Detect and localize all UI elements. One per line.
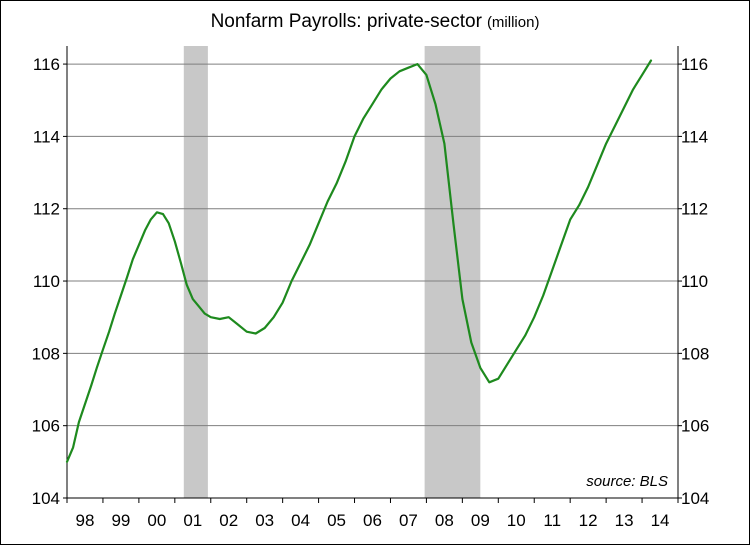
y-tick-right-104: 104	[681, 489, 709, 508]
y-tick-left-114: 114	[33, 127, 60, 146]
x-tick-06: 06	[363, 511, 382, 530]
x-tick-08: 08	[435, 511, 454, 530]
x-tick-10: 10	[507, 511, 526, 530]
y-tick-right-116: 116	[681, 55, 708, 74]
x-tick-09: 09	[471, 511, 490, 530]
x-tick-05: 05	[327, 511, 346, 530]
series-line-1	[65, 59, 653, 463]
x-tick-14: 14	[651, 511, 670, 530]
chart-title-main: Nonfarm Payrolls: private-sector	[211, 11, 483, 32]
y-tick-left-104: 104	[32, 489, 60, 508]
chart-title-unit: (million)	[487, 14, 540, 31]
y-tick-left-108: 108	[32, 344, 60, 363]
x-tick-98: 98	[76, 511, 95, 530]
y-tick-left-110: 110	[33, 272, 60, 291]
recession-band-1	[183, 46, 208, 498]
y-tick-right-114: 114	[681, 127, 708, 146]
y-tick-left-116: 116	[33, 55, 60, 74]
x-tick-01: 01	[183, 511, 202, 530]
y-tick-right-110: 110	[681, 272, 708, 291]
x-tick-03: 03	[255, 511, 274, 530]
x-tick-00: 00	[147, 511, 166, 530]
x-tick-11: 11	[543, 511, 561, 530]
y-tick-right-108: 108	[681, 344, 709, 363]
x-tick-02: 02	[219, 511, 238, 530]
series-layer	[65, 59, 653, 463]
x-tick-13: 13	[615, 511, 634, 530]
x-tick-labels: 98 99 00 01 02 03 04 05 06 07 08 09 10 11 12 13 14	[76, 511, 670, 530]
y-tick-left-112: 112	[33, 200, 60, 219]
recession-band-2	[424, 46, 481, 498]
source-note: source: BLS	[586, 473, 668, 490]
axes	[63, 46, 682, 503]
x-tick-12: 12	[579, 511, 598, 530]
x-tick-04: 04	[291, 511, 310, 530]
grid-lines	[67, 63, 678, 427]
recession-bands	[183, 46, 481, 498]
x-tick-07: 07	[399, 511, 418, 530]
x-tick-99: 99	[111, 511, 130, 530]
y-tick-labels: 104 104 106 106 108 108 110 110 112 112 114 114 116 1…	[32, 55, 710, 508]
y-tick-left-106: 106	[32, 417, 60, 436]
y-tick-right-106: 106	[681, 417, 709, 436]
y-tick-right-112: 112	[681, 200, 708, 219]
chart-title: Nonfarm Payrolls: private-sector (million…	[211, 11, 540, 32]
